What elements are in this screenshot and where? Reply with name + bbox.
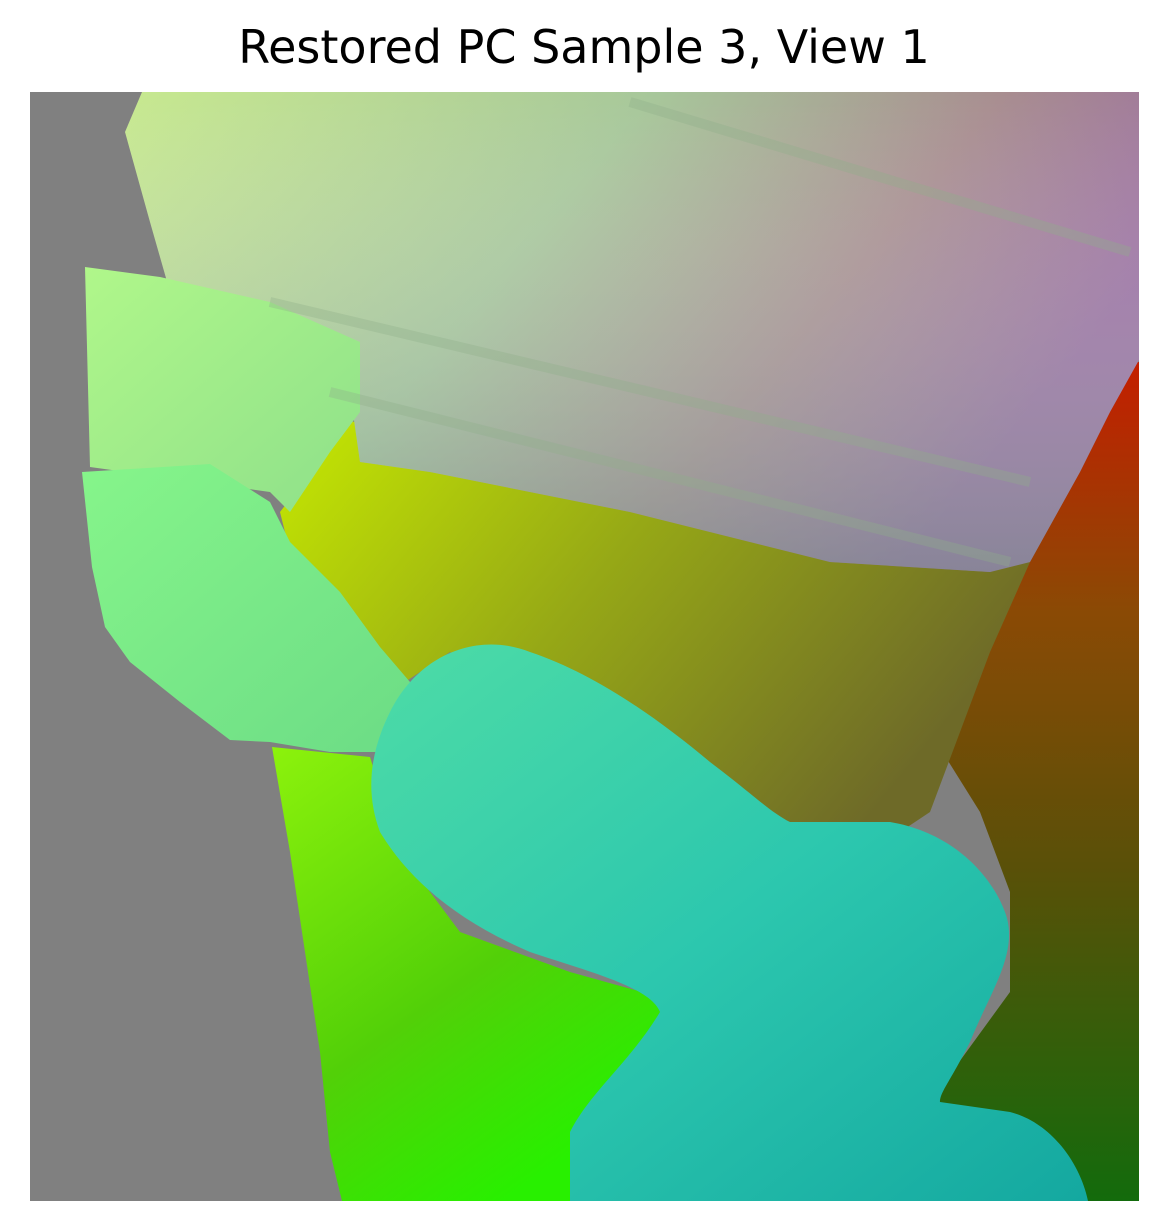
figure-title: Restored PC Sample 3, View 1 — [238, 20, 930, 74]
point-cloud-render — [30, 92, 1139, 1201]
point-cloud-image — [30, 92, 1139, 1201]
